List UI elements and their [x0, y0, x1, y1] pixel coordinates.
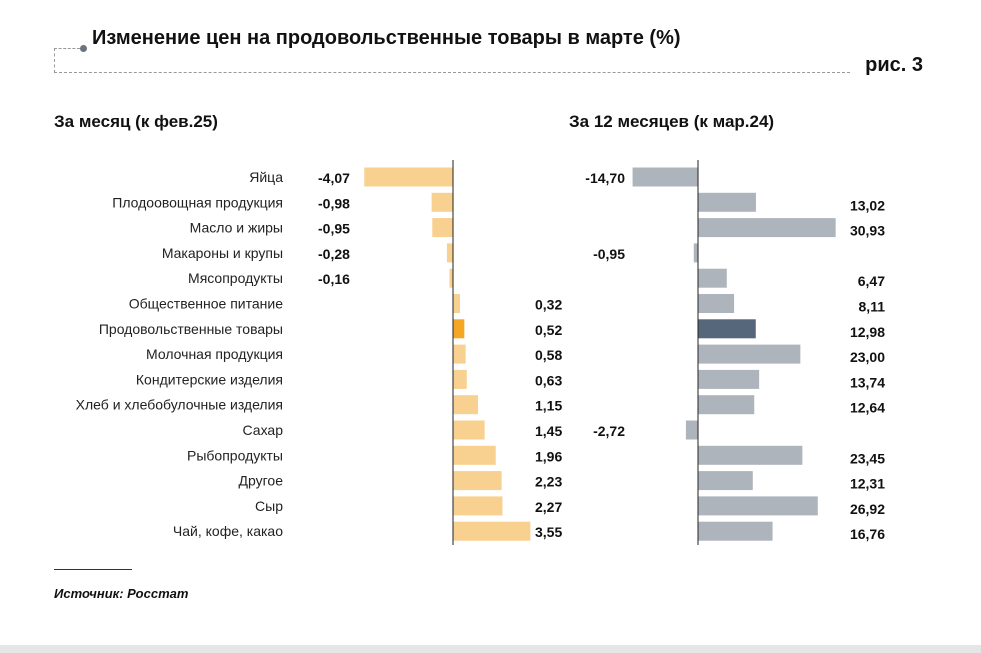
left-value-label: 2,23 [535, 474, 562, 490]
right-bar [693, 243, 698, 263]
left-value-label: -0,28 [318, 246, 350, 262]
category-label: Сыр [255, 498, 283, 514]
left-bar [364, 167, 453, 187]
frame-line [54, 48, 850, 73]
right-value-label: 6,47 [858, 273, 885, 289]
category-label: Масло и жиры [190, 220, 283, 236]
category-label: Молочная продукция [146, 346, 283, 362]
left-bar [432, 218, 453, 238]
right-value-label: 30,93 [850, 223, 885, 239]
left-value-label: 2,27 [535, 499, 562, 515]
right-bar [698, 521, 773, 541]
left-value-label: -0,98 [318, 195, 350, 211]
category-label: Рыбопродукты [187, 447, 283, 463]
right-value-label: 13,74 [850, 374, 885, 390]
left-bar [453, 395, 479, 415]
category-label: Сахар [243, 422, 284, 438]
left-bar [453, 369, 467, 389]
right-value-label: -2,72 [593, 423, 625, 439]
bullet-dot-icon [80, 45, 87, 52]
left-bar [449, 268, 453, 288]
left-value-label: 0,58 [535, 347, 562, 363]
left-value-label: -4,07 [318, 170, 350, 186]
category-label: Кондитерские изделия [136, 371, 283, 387]
right-value-label: 26,92 [850, 501, 885, 517]
left-bar [446, 243, 453, 263]
frame-line [54, 48, 80, 49]
left-bar [453, 445, 496, 465]
right-value-label: 13,02 [850, 197, 885, 213]
source-divider [54, 569, 132, 570]
left-value-label: -0,16 [318, 271, 350, 287]
right-bar [698, 319, 756, 339]
source-note: Источник: Росстат [54, 586, 189, 601]
right-bar [698, 344, 801, 364]
left-chart-title: За месяц (к фев.25) [54, 112, 218, 131]
right-bar [698, 395, 755, 415]
left-bar [453, 420, 485, 440]
right-bar [698, 496, 818, 516]
bottom-band [0, 645, 981, 653]
right-value-label: -14,70 [585, 170, 625, 186]
figure-label: рис. 3 [865, 54, 923, 76]
category-label: Другое [239, 473, 284, 489]
left-bar [431, 192, 453, 212]
right-bar [698, 369, 760, 389]
left-bar [453, 344, 466, 364]
left-bar [453, 294, 460, 313]
left-value-label: -0,95 [318, 221, 350, 237]
right-bar [698, 192, 756, 212]
category-label: Чай, кофе, какао [173, 523, 283, 539]
left-value-label: 0,52 [535, 322, 562, 338]
category-label: Продовольственные товары [99, 321, 283, 337]
right-bar [685, 420, 698, 440]
left-bar [453, 319, 465, 339]
right-value-label: 23,45 [850, 450, 885, 466]
category-label: Мясопродукты [188, 270, 283, 286]
left-value-label: 1,45 [535, 423, 562, 439]
right-value-label: 16,76 [850, 526, 885, 542]
right-bar [698, 294, 735, 313]
left-bar [453, 496, 503, 516]
right-chart-title: За 12 месяцев (к мар.24) [569, 112, 775, 131]
category-label: Яйца [249, 169, 283, 185]
left-value-label: 3,55 [535, 524, 562, 540]
chart-title: Изменение цен на продовольственные товар… [92, 27, 681, 49]
left-value-label: 1,15 [535, 398, 562, 414]
left-bar [453, 521, 531, 541]
right-bar [698, 445, 803, 465]
right-value-label: -0,95 [593, 246, 625, 262]
category-label: Общественное питание [129, 296, 283, 312]
left-value-label: 0,32 [535, 297, 562, 313]
left-value-label: 0,63 [535, 372, 562, 388]
category-label: Макароны и крупы [162, 245, 283, 261]
right-bar [632, 167, 698, 187]
right-bar [698, 268, 727, 288]
right-value-label: 12,98 [850, 324, 885, 340]
left-value-label: 1,96 [535, 448, 562, 464]
right-value-label: 12,31 [850, 476, 885, 492]
right-bar [698, 218, 836, 238]
right-value-label: 12,64 [850, 400, 885, 416]
category-label: Плодоовощная продукция [112, 194, 283, 210]
left-bar [453, 471, 502, 491]
category-label: Хлеб и хлебобулочные изделия [76, 397, 283, 413]
right-value-label: 8,11 [859, 299, 886, 315]
right-bar [698, 471, 753, 491]
right-value-label: 23,00 [850, 349, 885, 365]
